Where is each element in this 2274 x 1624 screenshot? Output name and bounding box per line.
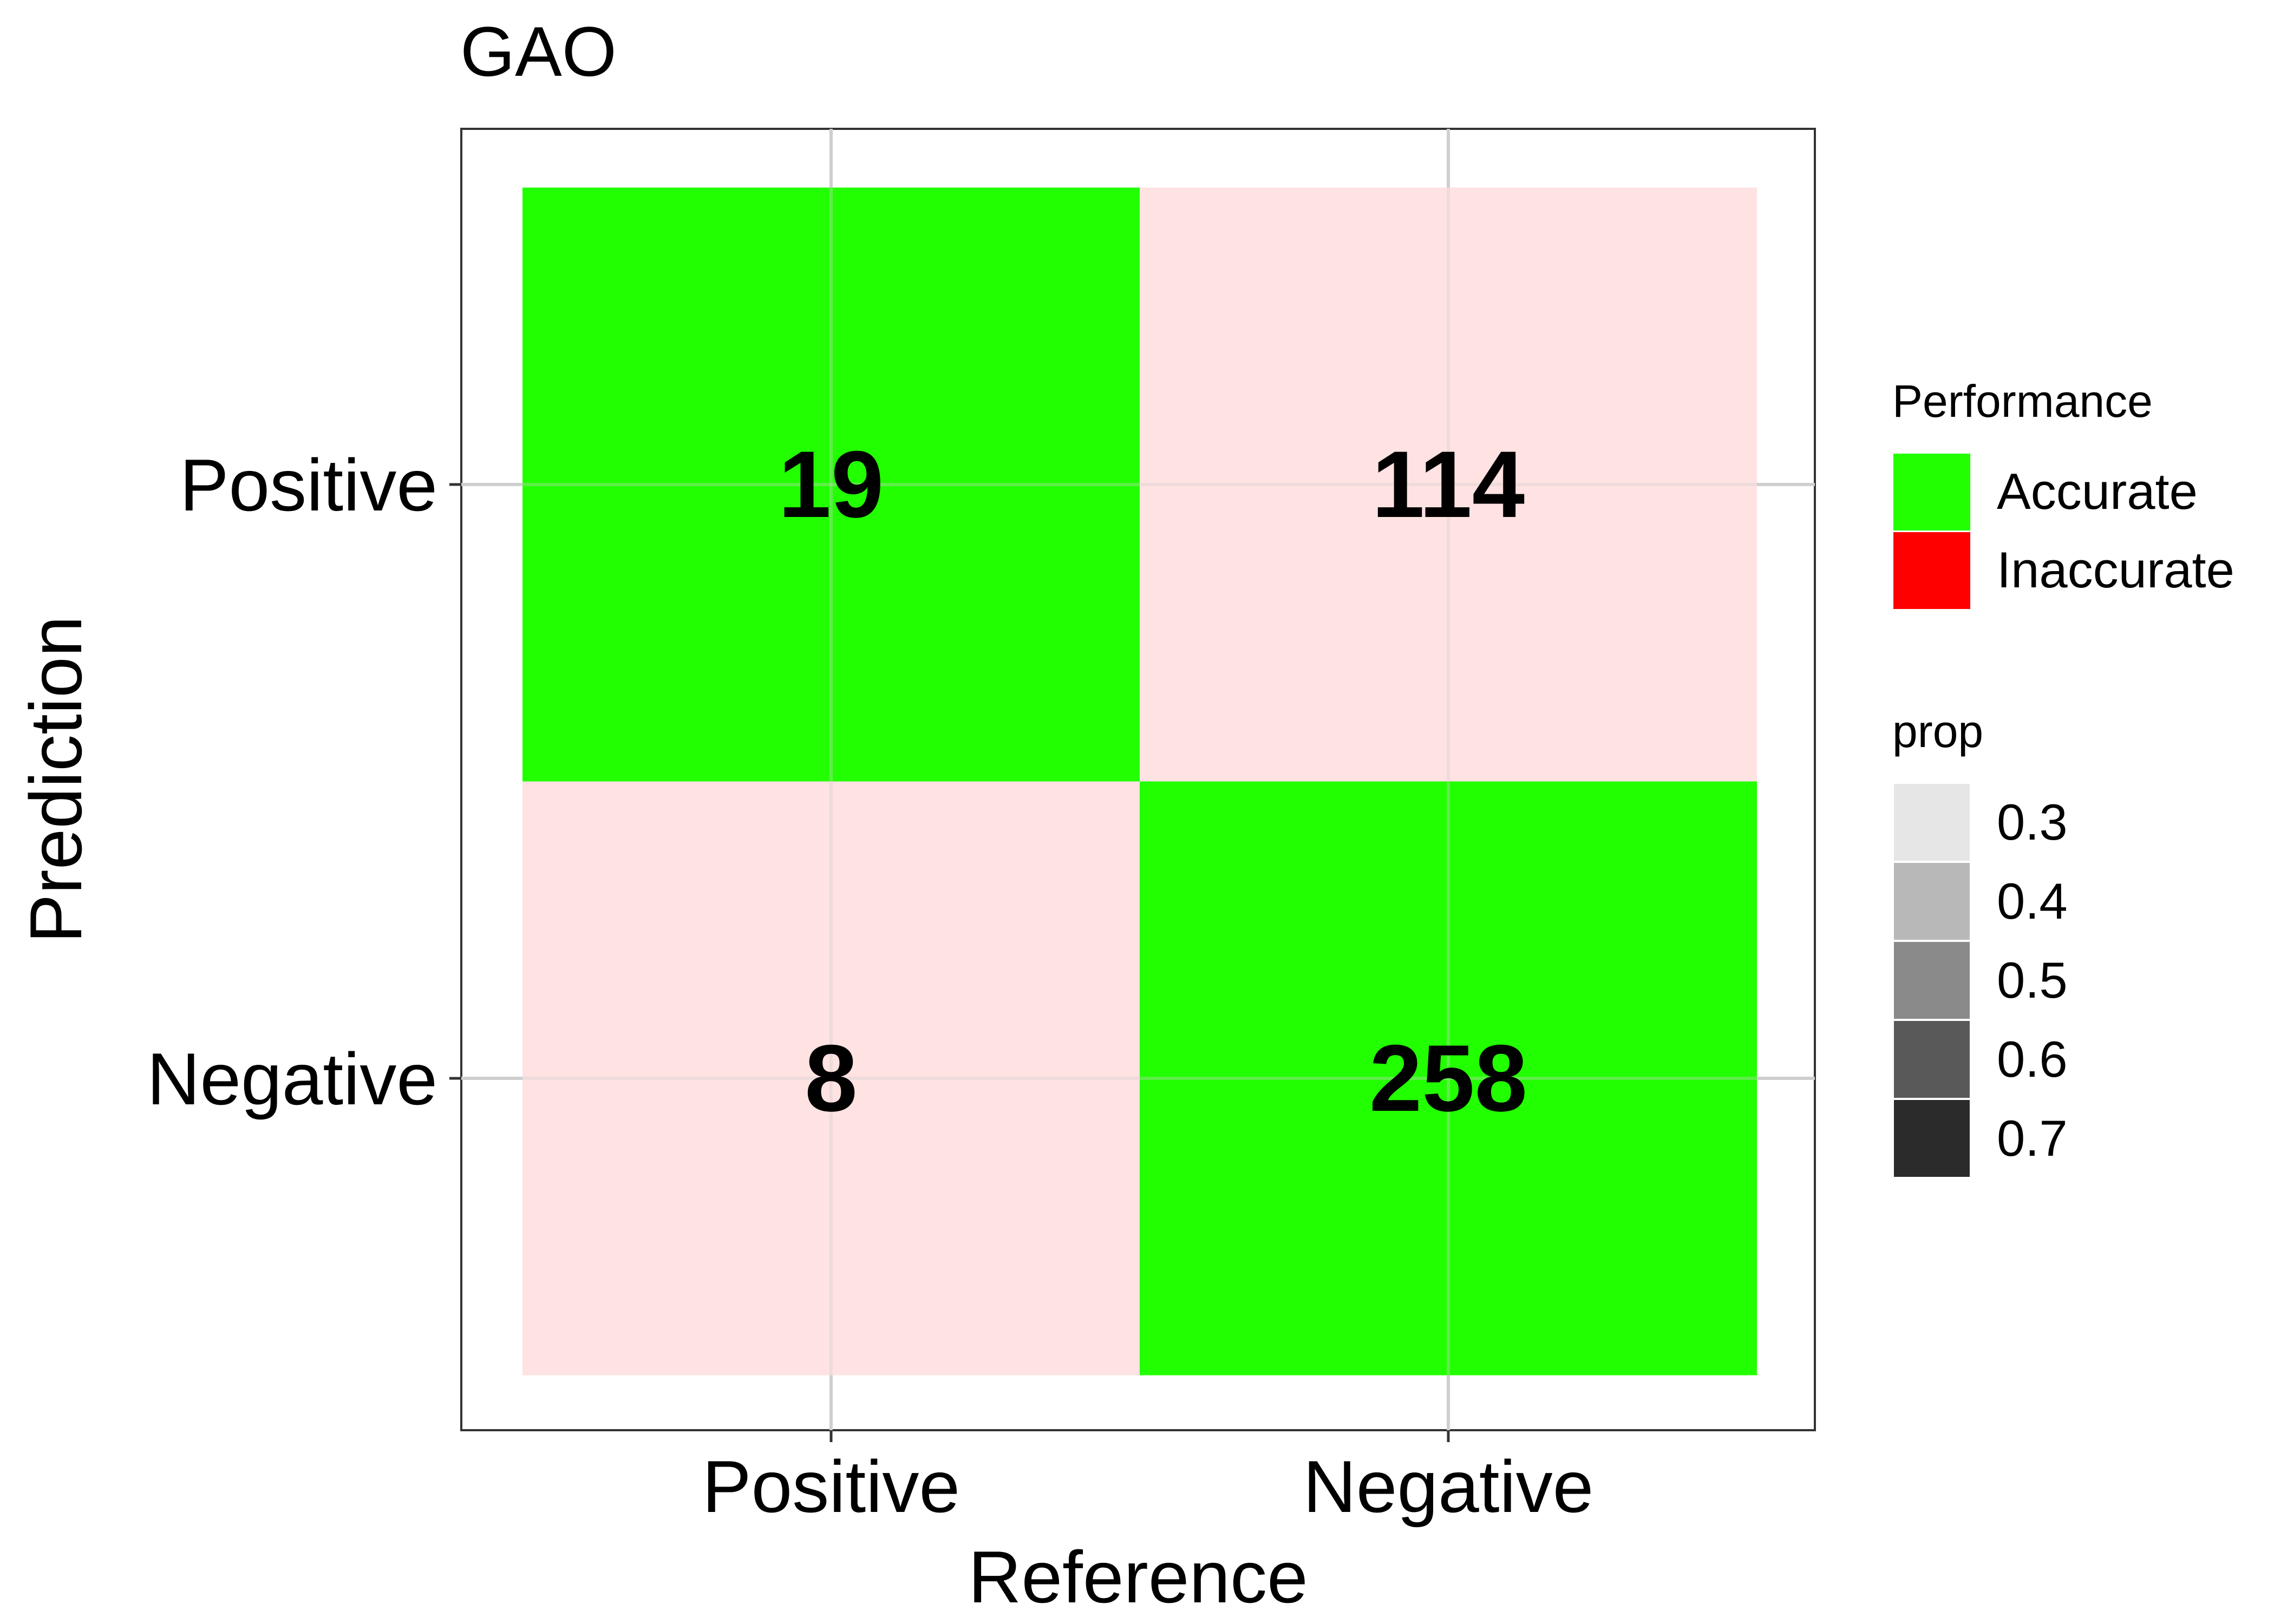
legend-key-inaccurate: [1893, 532, 1970, 609]
axis-ticks: [449, 483, 1450, 1442]
heatmap-cell: [1140, 781, 1757, 1376]
y-axis-label: Prediction: [15, 616, 97, 944]
prop-legend-label: 0.6: [1997, 1031, 2068, 1088]
heatmap-cell: [1140, 187, 1757, 782]
performance-legend-title: Performance: [1892, 376, 2153, 427]
cell-count-label: 114: [1372, 432, 1525, 538]
legend-key-accurate: [1893, 454, 1970, 531]
prop-legend-label: 0.4: [1997, 873, 2068, 929]
cell-count-label: 258: [1369, 1026, 1527, 1131]
x-tick-labels: Positive Negative: [702, 1445, 1593, 1528]
y-tick-label: Positive: [180, 444, 437, 526]
y-tick-labels: Positive Negative: [147, 444, 437, 1120]
chart-title: GAO: [460, 12, 617, 91]
prop-legend-key: [1893, 783, 1971, 862]
prop-legend-label: 0.3: [1997, 794, 2068, 850]
prop-legend-key: [1893, 1099, 1971, 1178]
prop-legend-title: prop: [1892, 706, 1983, 757]
cell-count-label: 19: [779, 432, 884, 538]
legend-label-accurate: Accurate: [1997, 463, 2198, 520]
prop-legend: 0.3 0.4 0.5 0.6 0.7: [1893, 783, 2068, 1178]
x-axis-label: Reference: [968, 1536, 1308, 1618]
prop-legend-key: [1893, 1020, 1971, 1099]
prop-legend-key: [1893, 941, 1971, 1020]
cell-count-label: 8: [805, 1026, 857, 1131]
legend-label-inaccurate: Inaccurate: [1997, 541, 2234, 598]
prop-legend-label: 0.5: [1997, 952, 2068, 1009]
heatmap-cell: [522, 187, 1140, 782]
heatmap-cells: [522, 187, 1757, 1376]
prop-legend-key: [1893, 862, 1971, 941]
grid-lines-overlay: [461, 129, 1815, 1430]
prop-legend-label: 0.7: [1997, 1110, 2068, 1167]
cell-count-labels: 19 114 8 258: [779, 432, 1527, 1131]
y-tick-label: Negative: [147, 1038, 437, 1120]
x-tick-label: Positive: [702, 1445, 960, 1528]
performance-legend: Accurate Inaccurate: [1893, 454, 2234, 609]
x-tick-label: Negative: [1303, 1445, 1594, 1528]
heatmap-cell: [522, 781, 1140, 1376]
